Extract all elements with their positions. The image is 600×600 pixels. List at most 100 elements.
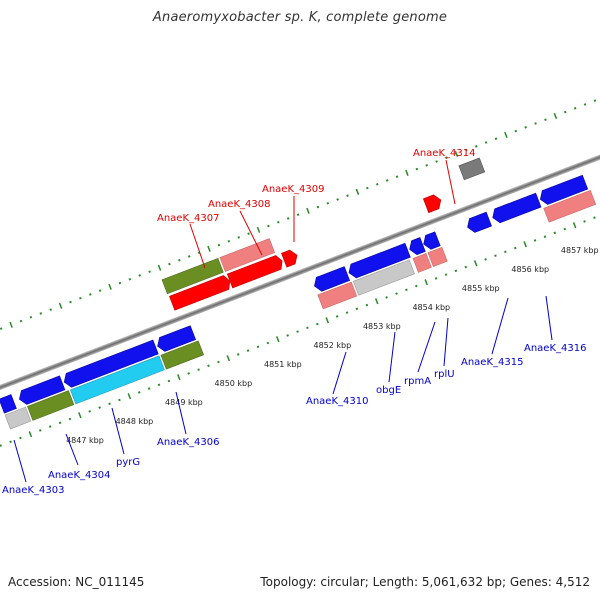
gene-label-AnaeK_4316[interactable]: AnaeK_4316 [524,343,586,354]
inner-tick-track [0,216,596,447]
minor-tick [88,410,92,413]
major-tick [28,431,33,438]
minor-tick [306,326,309,330]
minor-tick [227,239,231,243]
kbp-label: 4848 kbp [116,417,154,426]
minor-tick [385,179,389,182]
gene-label-pyrG[interactable]: pyrG [116,457,140,468]
gene-feature[interactable] [312,266,351,294]
gene-feature[interactable] [61,339,159,389]
gene-label-rplU[interactable]: rplU [434,369,455,380]
gene-feature[interactable] [226,254,285,289]
minor-tick [336,198,339,201]
minor-tick [38,429,42,432]
reverse-callouts [13,295,553,483]
minor-tick [187,372,190,375]
minor-tick [335,315,339,318]
gene-feature[interactable] [27,390,75,421]
minor-tick [118,398,121,402]
minor-tick [346,194,349,197]
minor-tick [533,239,537,242]
gene-label-AnaeK_4309[interactable]: AnaeK_4309 [262,184,324,195]
major-tick [325,317,330,324]
minor-tick [207,364,210,368]
gene-feature[interactable] [422,193,443,214]
gene-label-AnaeK_4303[interactable]: AnaeK_4303 [2,485,64,496]
minor-tick [444,273,448,276]
gene-feature[interactable] [4,406,32,430]
genome-backbone [0,141,600,405]
gene-feature[interactable] [70,355,165,405]
major-tick [355,188,360,195]
minor-tick [178,258,181,262]
gene-feature[interactable] [281,248,299,268]
gene-feature[interactable] [0,394,17,414]
gene-feature[interactable] [317,281,358,310]
minor-tick [286,217,290,220]
gene-feature[interactable] [538,174,589,206]
minor-tick [9,440,12,444]
minor-tick [524,126,527,129]
minor-tick [58,421,62,425]
minor-tick [553,231,557,235]
major-tick [454,150,459,157]
gene-label-obgE[interactable]: obgE [376,385,401,396]
minor-tick [168,262,171,266]
gene-label-AnaeK_4314[interactable]: AnaeK_4314 [413,148,475,159]
minor-tick [593,216,596,219]
minor-tick [543,235,547,238]
kbp-label: 4853 kbp [363,322,401,331]
gene-feature[interactable] [160,340,204,370]
gene-feature[interactable] [219,238,276,272]
gene-feature[interactable] [407,237,426,257]
minor-tick [187,255,191,258]
gene-label-AnaeK_4307[interactable]: AnaeK_4307 [157,213,219,224]
minor-tick [425,163,429,167]
minor-tick [19,319,23,323]
accession-text: Accession: NC_011145 [8,575,145,589]
minor-tick [88,293,92,296]
genome-title: Anaeromyxobacter sp. K, complete genome [152,10,448,25]
major-tick [157,264,162,271]
gene-feature[interactable] [421,231,441,251]
minor-tick [118,281,122,285]
minor-tick [286,334,289,337]
major-tick [306,207,310,214]
minor-tick [395,292,398,295]
kbp-label: 4856 kbp [511,265,549,274]
minor-tick [148,270,151,273]
minor-tick [415,167,419,171]
gene-feature[interactable] [155,325,196,354]
gene-feature[interactable] [352,259,415,296]
gene-feature[interactable] [346,242,411,280]
gene-feature[interactable] [169,274,232,311]
gene-feature[interactable] [427,246,448,267]
gene-feature[interactable] [412,253,432,273]
minor-tick [39,312,43,315]
minor-tick [49,308,52,311]
minor-tick [504,250,507,254]
minor-tick [137,391,141,394]
minor-tick [246,349,250,352]
minor-tick [19,436,22,440]
minor-tick [534,122,537,125]
major-tick [58,302,63,309]
gene-feature[interactable] [465,211,492,234]
minor-tick [157,383,161,387]
gene-label-AnaeK_4306[interactable]: AnaeK_4306 [157,437,219,448]
gene-label-AnaeK_4315[interactable]: AnaeK_4315 [461,357,523,368]
gene-label-AnaeK_4308[interactable]: AnaeK_4308 [208,199,270,210]
kbp-label: 4850 kbp [215,379,253,388]
minor-tick [326,201,330,205]
gene-feature[interactable] [490,192,542,225]
gene-label-AnaeK_4310[interactable]: AnaeK_4310 [306,396,368,407]
gene-feature[interactable] [17,375,66,406]
minor-tick [583,103,587,106]
gene-feature[interactable] [161,257,224,295]
gene-feature[interactable] [543,189,597,223]
minor-tick [415,284,418,288]
minor-tick [385,296,388,299]
gene-label-rpmA[interactable]: rpmA [404,376,431,387]
gene-label-AnaeK_4304[interactable]: AnaeK_4304 [48,470,110,481]
gene-feature[interactable] [458,157,486,181]
